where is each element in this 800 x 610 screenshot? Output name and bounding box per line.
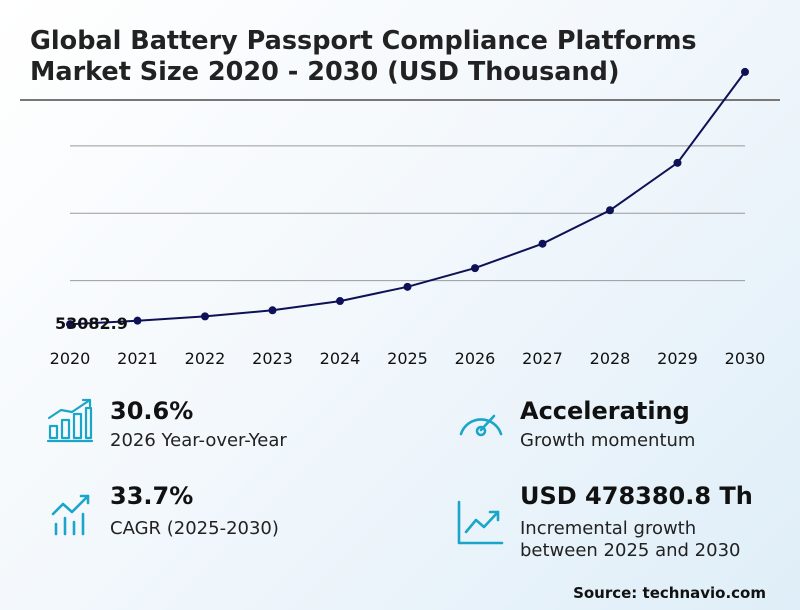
x-tick-2026: 2026 xyxy=(455,349,496,368)
x-tick-2027: 2027 xyxy=(522,349,563,368)
line-chart: 2020 2021 2022 2023 2024 2025 2026 2027 2028 2029… xyxy=(50,67,766,368)
data-point-2025 xyxy=(403,282,412,291)
stat-momentum-value: Accelerating xyxy=(520,397,690,425)
gauge-icon xyxy=(459,414,503,437)
stat-incremental-value: USD 478380.8 Th xyxy=(520,482,753,510)
data-points xyxy=(66,67,749,329)
x-tick-2023: 2023 xyxy=(252,349,293,368)
data-point-2023 xyxy=(268,306,277,315)
data-point-2027 xyxy=(538,239,547,248)
x-tick-2025: 2025 xyxy=(387,349,428,368)
stat-incremental-label-2: between 2025 and 2030 xyxy=(520,540,741,561)
stat-cagr-value: 33.7% xyxy=(110,482,194,510)
x-tick-2028: 2028 xyxy=(590,349,631,368)
x-tick-2022: 2022 xyxy=(185,349,226,368)
data-point-2030 xyxy=(741,67,749,76)
stat-incremental-label-1: Incremental growth xyxy=(520,518,697,539)
data-point-2024 xyxy=(336,297,344,306)
data-point-2021 xyxy=(133,316,142,325)
data-point-2022 xyxy=(201,312,209,321)
trend-up-icon xyxy=(457,500,504,545)
x-axis-ticks: 2020 2021 2022 2023 2024 2025 2026 2027 2028 2029… xyxy=(50,349,766,368)
data-label-2020: 53082.9 xyxy=(55,314,128,333)
stat-yoy-value: 30.6% xyxy=(110,397,194,425)
stat-momentum-label: Growth momentum xyxy=(520,430,696,451)
x-tick-2029: 2029 xyxy=(657,349,698,368)
x-tick-2030: 2030 xyxy=(725,349,766,368)
bar-chart-icon xyxy=(46,398,94,443)
data-point-2020 xyxy=(66,320,74,329)
stat-cagr-label: CAGR (2025-2030) xyxy=(110,518,279,539)
grid-lines xyxy=(70,145,745,282)
data-point-2028 xyxy=(606,206,614,215)
stat-yoy-label: 2026 Year-over-Year xyxy=(110,430,287,451)
source-credit: Source: technavio.com xyxy=(573,584,766,602)
x-tick-2020: 2020 xyxy=(50,349,91,368)
chart-title: Global Battery Passport Compliance Platf… xyxy=(30,26,697,87)
growth-bars-icon xyxy=(51,494,90,536)
x-tick-2024: 2024 xyxy=(320,349,361,368)
title-divider xyxy=(20,99,780,101)
x-tick-2021: 2021 xyxy=(117,349,158,368)
data-point-2029 xyxy=(673,158,682,167)
data-point-2026 xyxy=(471,264,479,273)
